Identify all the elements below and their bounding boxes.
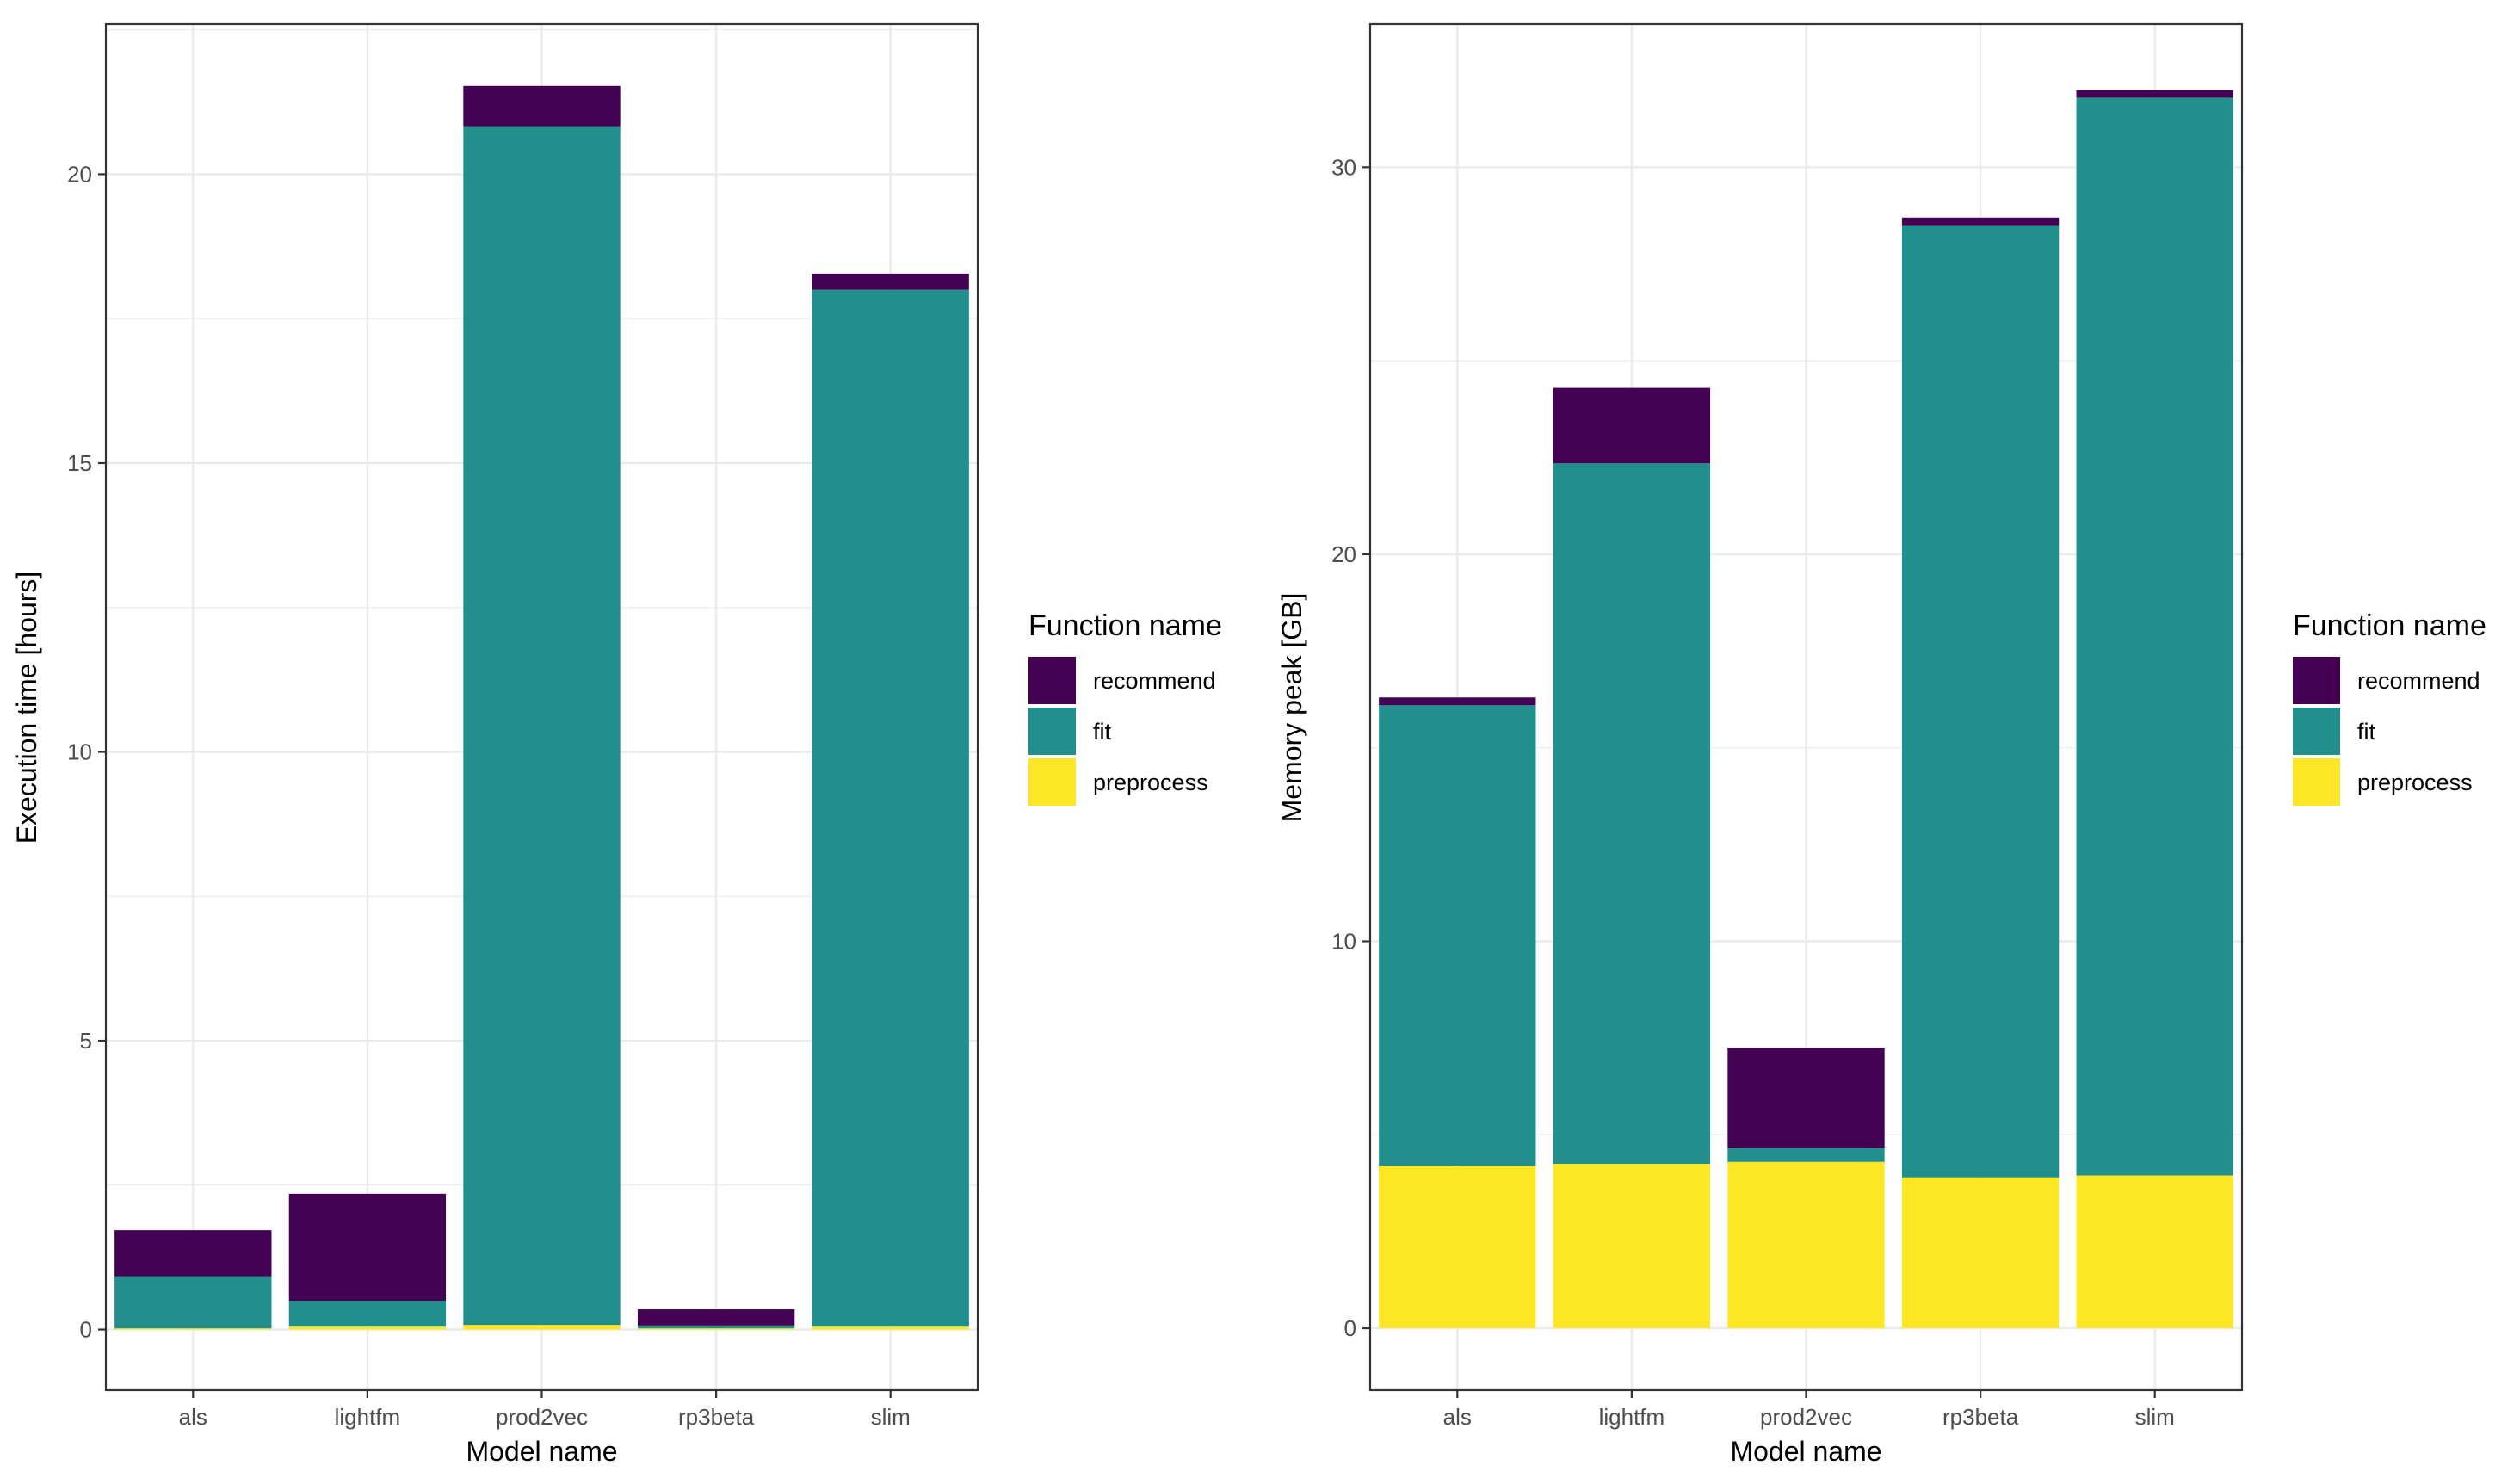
p1-legend-label-preprocess: preprocess	[1093, 770, 1208, 795]
p1-x-tick-label: rp3beta	[678, 1404, 755, 1430]
p2-bar-als-recommend	[1379, 697, 1536, 706]
p1-legend-title: Function name	[1028, 609, 1222, 642]
p2-x-tick-label: lightfm	[1599, 1404, 1665, 1430]
p2-x-axis-title: Model name	[1730, 1436, 1881, 1467]
p1-y-axis-title: Execution time [hours]	[11, 572, 42, 844]
p1-bar-als-fit	[114, 1276, 272, 1329]
p2-legend-key-recommend	[2293, 657, 2340, 704]
p1-bar-rp3beta-fit	[637, 1325, 795, 1329]
p1-bar-rp3beta-recommend	[637, 1309, 795, 1326]
p2-y-axis-title: Memory peak [GB]	[1276, 593, 1307, 823]
p2-bar-als-preprocess	[1379, 1166, 1536, 1329]
p1-legend-label-recommend: recommend	[1093, 668, 1216, 694]
p2-bar-prod2vec-recommend	[1727, 1048, 1885, 1149]
p2-x-tick-label: slim	[2135, 1404, 2175, 1430]
p1-x-tick-label: slim	[871, 1404, 911, 1430]
p2-legend-label-recommend: recommend	[2357, 668, 2480, 694]
p1-bar-slim-preprocess	[812, 1326, 969, 1330]
p2-bar-lightfm-preprocess	[1553, 1163, 1711, 1329]
p2-bar-slim-recommend	[2076, 90, 2233, 98]
p1-bar-lightfm-preprocess	[288, 1326, 447, 1330]
p2-x-tick-label: prod2vec	[1760, 1404, 1852, 1430]
p2-bar-rp3beta-fit	[1901, 225, 2060, 1178]
p2-x-tick-label: als	[1443, 1404, 1472, 1430]
p2-bar-rp3beta-recommend	[1901, 217, 2060, 226]
p2-bar-prod2vec-fit	[1727, 1148, 1885, 1162]
p2-bar-lightfm-fit	[1553, 463, 1711, 1164]
p2-bar-rp3beta-preprocess	[1901, 1177, 2060, 1329]
p1-x-tick-label: prod2vec	[496, 1404, 588, 1430]
p2-y-tick-label: 30	[1331, 154, 1356, 180]
p1-legend-key-preprocess	[1028, 758, 1076, 806]
p2-legend-label-preprocess: preprocess	[2357, 770, 2473, 795]
p1-bar-slim-recommend	[812, 273, 969, 290]
p1-bar-prod2vec-recommend	[463, 85, 621, 127]
p2-y-tick-label: 0	[1344, 1315, 1356, 1341]
p1-bar-lightfm-recommend	[288, 1193, 447, 1301]
p2-bar-als-fit	[1379, 705, 1536, 1166]
p1-y-tick-label: 0	[80, 1317, 92, 1343]
p1-bar-als-recommend	[114, 1230, 272, 1277]
p1-bar-als-preprocess	[114, 1328, 272, 1330]
p2-legend-key-preprocess	[2293, 758, 2340, 806]
p2-legend-key-fit	[2293, 708, 2340, 755]
p2-x-tick-label: rp3beta	[1942, 1404, 2019, 1430]
p2-legend-title: Function name	[2293, 609, 2486, 642]
p2-bar-lightfm-recommend	[1553, 387, 1711, 464]
p2-bar-prod2vec-preprocess	[1727, 1161, 1885, 1329]
p1-bar-prod2vec-fit	[463, 126, 621, 1326]
p1-y-tick-label: 5	[80, 1028, 92, 1054]
p1-x-tick-label: als	[179, 1404, 207, 1430]
p1-bar-rp3beta-preprocess	[637, 1328, 795, 1330]
p1-y-tick-label: 15	[67, 450, 92, 476]
p2-legend-label-fit: fit	[2357, 719, 2376, 745]
p1-legend-label-fit: fit	[1093, 719, 1112, 745]
p1-bar-lightfm-fit	[288, 1300, 447, 1327]
p2-bar-slim-preprocess	[2076, 1175, 2233, 1329]
p1-y-tick-label: 20	[67, 161, 92, 187]
p2-y-tick-label: 10	[1331, 928, 1356, 954]
p1-legend-key-recommend	[1028, 657, 1076, 704]
p1-bar-prod2vec-preprocess	[463, 1325, 621, 1330]
p1-x-tick-label: lightfm	[335, 1404, 401, 1430]
p1-x-axis-title: Model name	[466, 1436, 617, 1467]
p1-legend-key-fit	[1028, 708, 1076, 755]
p2-bar-slim-fit	[2076, 97, 2233, 1176]
p2-y-tick-label: 20	[1331, 541, 1356, 567]
p1-y-tick-label: 10	[67, 739, 92, 765]
p1-bar-slim-fit	[812, 289, 969, 1327]
